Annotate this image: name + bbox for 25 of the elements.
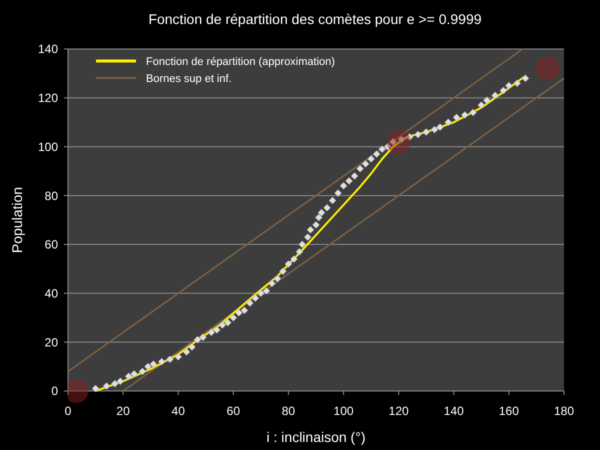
point [386,130,411,154]
x-tick-label: 60 [226,404,240,418]
legend-label: Bornes sup et inf. [146,72,232,85]
y-tick-label: 100 [38,140,58,154]
x-tick-label: 160 [498,404,520,418]
y-tick-label: 40 [44,286,58,300]
point [535,56,560,81]
y-tick-label: 20 [44,335,58,350]
x-tick-label: 80 [282,404,296,418]
x-tick-label: 120 [388,404,409,418]
y-tick-label: 80 [44,188,58,203]
y-tick-label: 0 [51,384,58,398]
y-tick-label: 140 [38,42,58,56]
x-tick-label: 20 [116,404,130,418]
legend-label: Fonction de répartition (approximation) [146,56,335,68]
x-tick-label: 140 [444,404,464,418]
x-tick-label: 40 [172,404,186,418]
x-axis-title: i : inclinaison (°) [266,429,366,445]
x-tick-label: 180 [554,404,574,418]
y-tick-label: 60 [44,238,58,252]
x-tick-label: 0 [64,404,72,418]
chart-title: Fonction de répartition des comètes pour e >= 0.9999 [148,11,482,27]
x-tick-label: 100 [334,404,354,418]
y-tick-label: 120 [38,91,58,106]
y-axis-title: Population [9,186,25,254]
